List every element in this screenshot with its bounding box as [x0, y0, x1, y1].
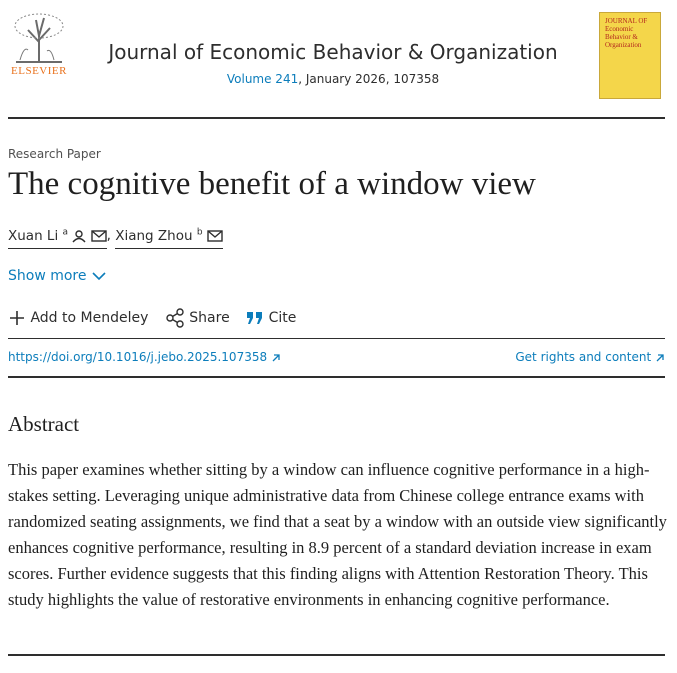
- person-icon: [72, 229, 86, 242]
- abstract-text: This paper examines whether sitting by a…: [8, 460, 667, 609]
- divider: [8, 117, 665, 119]
- external-arrow: [272, 353, 280, 361]
- elsevier-tree-logo: [8, 12, 70, 64]
- abstract-heading: Abstract: [8, 412, 80, 436]
- chevron-icon: [92, 272, 106, 281]
- share-icon: [166, 308, 184, 328]
- show-more-label[interactable]: Show more: [8, 268, 87, 284]
- doi-text[interactable]: https://doi.org/10.1016/j.jebo.2025.1073…: [8, 350, 268, 364]
- divider: [8, 376, 665, 378]
- rights-link[interactable]: Get rights and content: [515, 350, 665, 364]
- plus-icon: [10, 311, 24, 325]
- issue-info: , January 2026, 107358: [298, 72, 440, 86]
- action-label[interactable]: Cite: [268, 310, 297, 326]
- share-button[interactable]: Share: [165, 308, 230, 328]
- rights-text[interactable]: Get rights and content: [515, 350, 652, 364]
- divider: [8, 338, 665, 339]
- issue-line: Volume 241, January 2026, 107358: [80, 72, 586, 86]
- author-name[interactable]: Xiang Zhou: [115, 227, 193, 244]
- volume-link[interactable]: Volume 241: [226, 72, 299, 86]
- mail-icon: [207, 229, 223, 242]
- affiliation-marker: a: [62, 227, 69, 237]
- publisher-name: ELSEVIER: [11, 65, 67, 77]
- article-title: The cognitive benefit of a window view: [8, 166, 536, 202]
- author[interactable]: Xuan Li a: [8, 227, 107, 249]
- cite-button[interactable]: Cite: [246, 310, 296, 326]
- mail-icon: [90, 229, 107, 242]
- action-bar: Add to Mendeley Share Cite: [8, 308, 296, 328]
- divider: [8, 654, 665, 656]
- author[interactable]: Xiang Zhou b: [115, 227, 223, 249]
- journal-cover[interactable]: JOURNAL OF Economic Behavior & Organizat…: [599, 12, 661, 99]
- author-list: Xuan Li a , Xiang Zhou b: [8, 227, 223, 249]
- external-arrow: [656, 353, 664, 361]
- author-separator: ,: [106, 227, 111, 244]
- author-name[interactable]: Xuan Li: [8, 227, 59, 244]
- show-more[interactable]: Show more: [8, 268, 107, 284]
- action-label[interactable]: Share: [189, 310, 230, 326]
- doi-link[interactable]: https://doi.org/10.1016/j.jebo.2025.1073…: [8, 350, 281, 364]
- affiliation-marker: b: [196, 227, 203, 237]
- mendeley-button[interactable]: Add to Mendeley: [8, 310, 148, 326]
- journal-title[interactable]: Journal of Economic Behavior & Organizat…: [108, 40, 558, 64]
- article-type: Research Paper: [8, 147, 101, 161]
- quote-icon: [247, 312, 263, 324]
- action-label[interactable]: Add to Mendeley: [30, 310, 149, 326]
- cover-title: JOURNAL OF Economic Behavior & Organizat…: [605, 17, 648, 49]
